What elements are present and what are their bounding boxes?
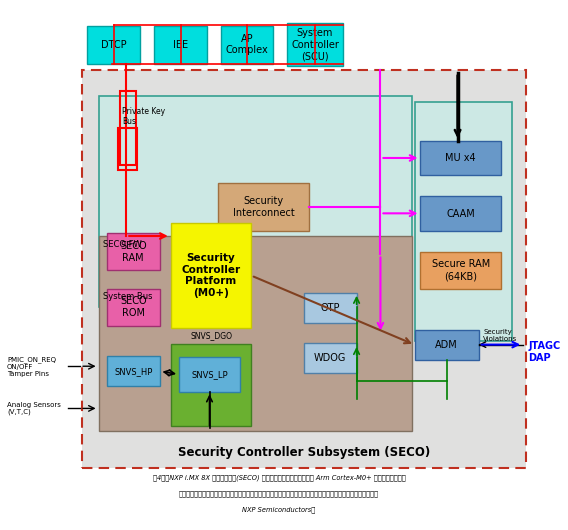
Text: SECO
ROM: SECO ROM [120,296,147,318]
FancyBboxPatch shape [420,197,501,231]
FancyBboxPatch shape [220,25,273,64]
Text: NXP Semiconductors）: NXP Semiconductors） [243,506,315,513]
Text: DTCP: DTCP [101,40,127,50]
FancyBboxPatch shape [218,183,310,231]
Text: Secure RAM
(64KB): Secure RAM (64KB) [432,260,490,281]
FancyBboxPatch shape [170,223,251,328]
Text: Security Controller Subsystem (SECO): Security Controller Subsystem (SECO) [178,446,430,458]
Text: System
Controller
(SCU): System Controller (SCU) [291,28,339,61]
FancyBboxPatch shape [98,236,412,431]
FancyBboxPatch shape [420,141,501,175]
FancyBboxPatch shape [287,23,343,66]
Text: SECO
RAM: SECO RAM [120,241,147,263]
FancyBboxPatch shape [420,252,501,289]
FancyBboxPatch shape [82,70,526,468]
Text: Security
Violations: Security Violations [483,329,517,342]
Text: CAAM: CAAM [446,209,475,218]
Text: Analog Sensors
(V,T,C): Analog Sensors (V,T,C) [7,402,61,415]
Text: SECO FW: SECO FW [103,240,141,249]
Text: Security
Controller
Platform
(M0+): Security Controller Platform (M0+) [181,253,240,298]
Text: Private Key
Bus: Private Key Bus [122,107,165,126]
FancyBboxPatch shape [107,289,160,325]
Text: MU x4: MU x4 [445,153,476,163]
Text: ADM: ADM [436,340,458,350]
Text: 图4：在NXP i.MX 8X 安全性控制器(SECO) 子系统内，一个专用的低功耗 Arm Cortex-M0+ 处理器用于管理安: 图4：在NXP i.MX 8X 安全性控制器(SECO) 子系统内，一个专用的低… [152,474,405,481]
FancyBboxPatch shape [107,233,160,270]
FancyBboxPatch shape [87,25,140,64]
Text: System Bus: System Bus [103,292,152,301]
FancyBboxPatch shape [304,293,357,323]
Text: SNVS_DGO: SNVS_DGO [190,331,232,340]
Text: SNVS_HP: SNVS_HP [114,367,152,376]
Text: IEE: IEE [173,40,188,50]
Text: 全性操作，利用一条私钥总线和多个硬件模块实现安全存储、加密加速和经过身份验证的调试访问。（图片来源：: 全性操作，利用一条私钥总线和多个硬件模块实现安全存储、加密加速和经过身份验证的调… [179,490,379,497]
FancyBboxPatch shape [154,25,207,64]
FancyBboxPatch shape [415,102,512,341]
Text: WDOG: WDOG [314,353,346,363]
Text: Security
Interconnect: Security Interconnect [233,196,294,218]
FancyBboxPatch shape [107,356,160,386]
FancyBboxPatch shape [170,344,251,426]
FancyBboxPatch shape [179,357,240,392]
Text: PMIC_ON_REQ
ON/OFF
Tamper Pins: PMIC_ON_REQ ON/OFF Tamper Pins [7,356,56,377]
FancyBboxPatch shape [98,96,412,307]
FancyBboxPatch shape [415,330,479,360]
Text: SNVS_LP: SNVS_LP [191,370,228,379]
FancyBboxPatch shape [304,343,357,373]
Text: OTP: OTP [320,303,340,313]
Text: JTAGC
DAP: JTAGC DAP [529,341,561,363]
Text: AP
Complex: AP Complex [225,34,268,56]
